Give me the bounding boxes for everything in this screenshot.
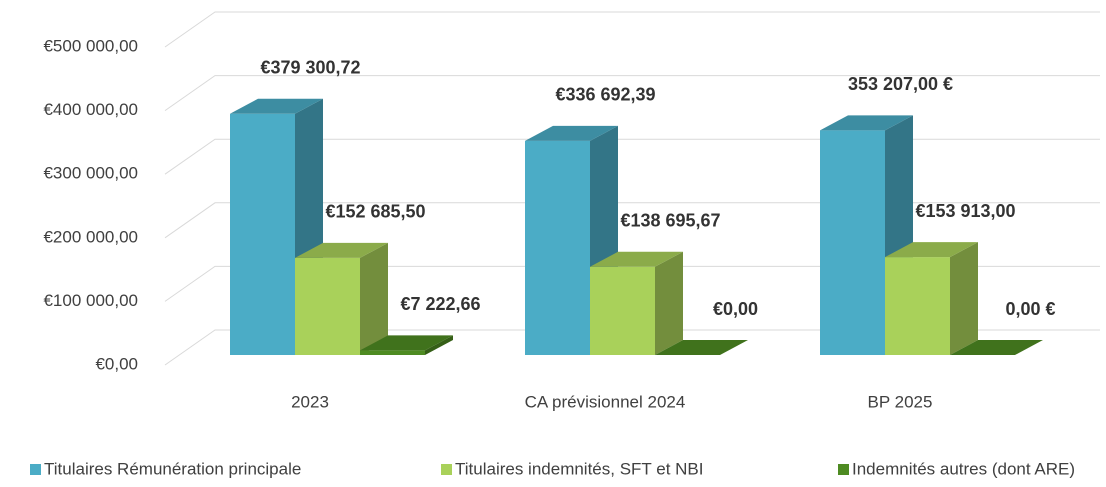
bar-side xyxy=(360,242,388,355)
data-label: 0,00 € xyxy=(1005,299,1055,319)
bar-side xyxy=(950,242,978,355)
data-label: €7 222,66 xyxy=(400,294,480,314)
x-tick-label: 2023 xyxy=(291,392,329,411)
y-tick-label: €100 000,00 xyxy=(43,291,138,310)
bar xyxy=(590,266,655,355)
y-tick-label: €500 000,00 xyxy=(43,36,138,55)
bar-top xyxy=(950,340,1043,355)
x-tick-label: CA prévisionnel 2024 xyxy=(525,392,686,411)
legend-swatch xyxy=(441,464,452,475)
bar xyxy=(295,257,360,355)
bar-top xyxy=(655,340,748,355)
y-tick-label: €0,00 xyxy=(95,354,138,373)
bar-top xyxy=(885,242,978,258)
data-label: €379 300,72 xyxy=(260,58,360,78)
grid-line xyxy=(164,138,1100,175)
grid-line xyxy=(164,202,1100,239)
bar-side xyxy=(425,335,453,355)
bar xyxy=(360,350,425,355)
y-tick-label: €400 000,00 xyxy=(43,100,138,119)
bar-top xyxy=(525,125,618,141)
bar-top xyxy=(295,242,388,258)
legend-label: Titulaires Rémunération principale xyxy=(44,459,301,478)
bar-side xyxy=(655,251,683,355)
bar xyxy=(230,113,295,355)
data-label: €153 913,00 xyxy=(915,201,1015,221)
bar-top xyxy=(230,98,323,114)
grid-line xyxy=(164,75,1100,112)
legend-label: Indemnités autres (dont ARE) xyxy=(852,459,1075,478)
legend-swatch xyxy=(30,464,41,475)
grid-line xyxy=(164,329,1100,366)
grid-line xyxy=(164,265,1100,302)
data-label: €138 695,67 xyxy=(620,211,720,231)
bar-top xyxy=(820,115,913,131)
bar-top xyxy=(360,335,453,351)
legend-label: Titulaires indemnités, SFT et NBI xyxy=(455,459,703,478)
data-label: 353 207,00 € xyxy=(848,74,953,94)
legend-swatch xyxy=(838,464,849,475)
bar xyxy=(525,140,590,355)
data-label: €152 685,50 xyxy=(325,202,425,222)
y-tick-label: €200 000,00 xyxy=(43,227,138,246)
x-tick-label: BP 2025 xyxy=(868,392,933,411)
data-label: €0,00 xyxy=(713,299,758,319)
y-tick-label: €300 000,00 xyxy=(43,164,138,183)
bar-top xyxy=(590,251,683,267)
data-label: €336 692,39 xyxy=(555,85,655,105)
grid-line xyxy=(164,11,1100,48)
bar xyxy=(820,130,885,355)
bar xyxy=(885,257,950,355)
